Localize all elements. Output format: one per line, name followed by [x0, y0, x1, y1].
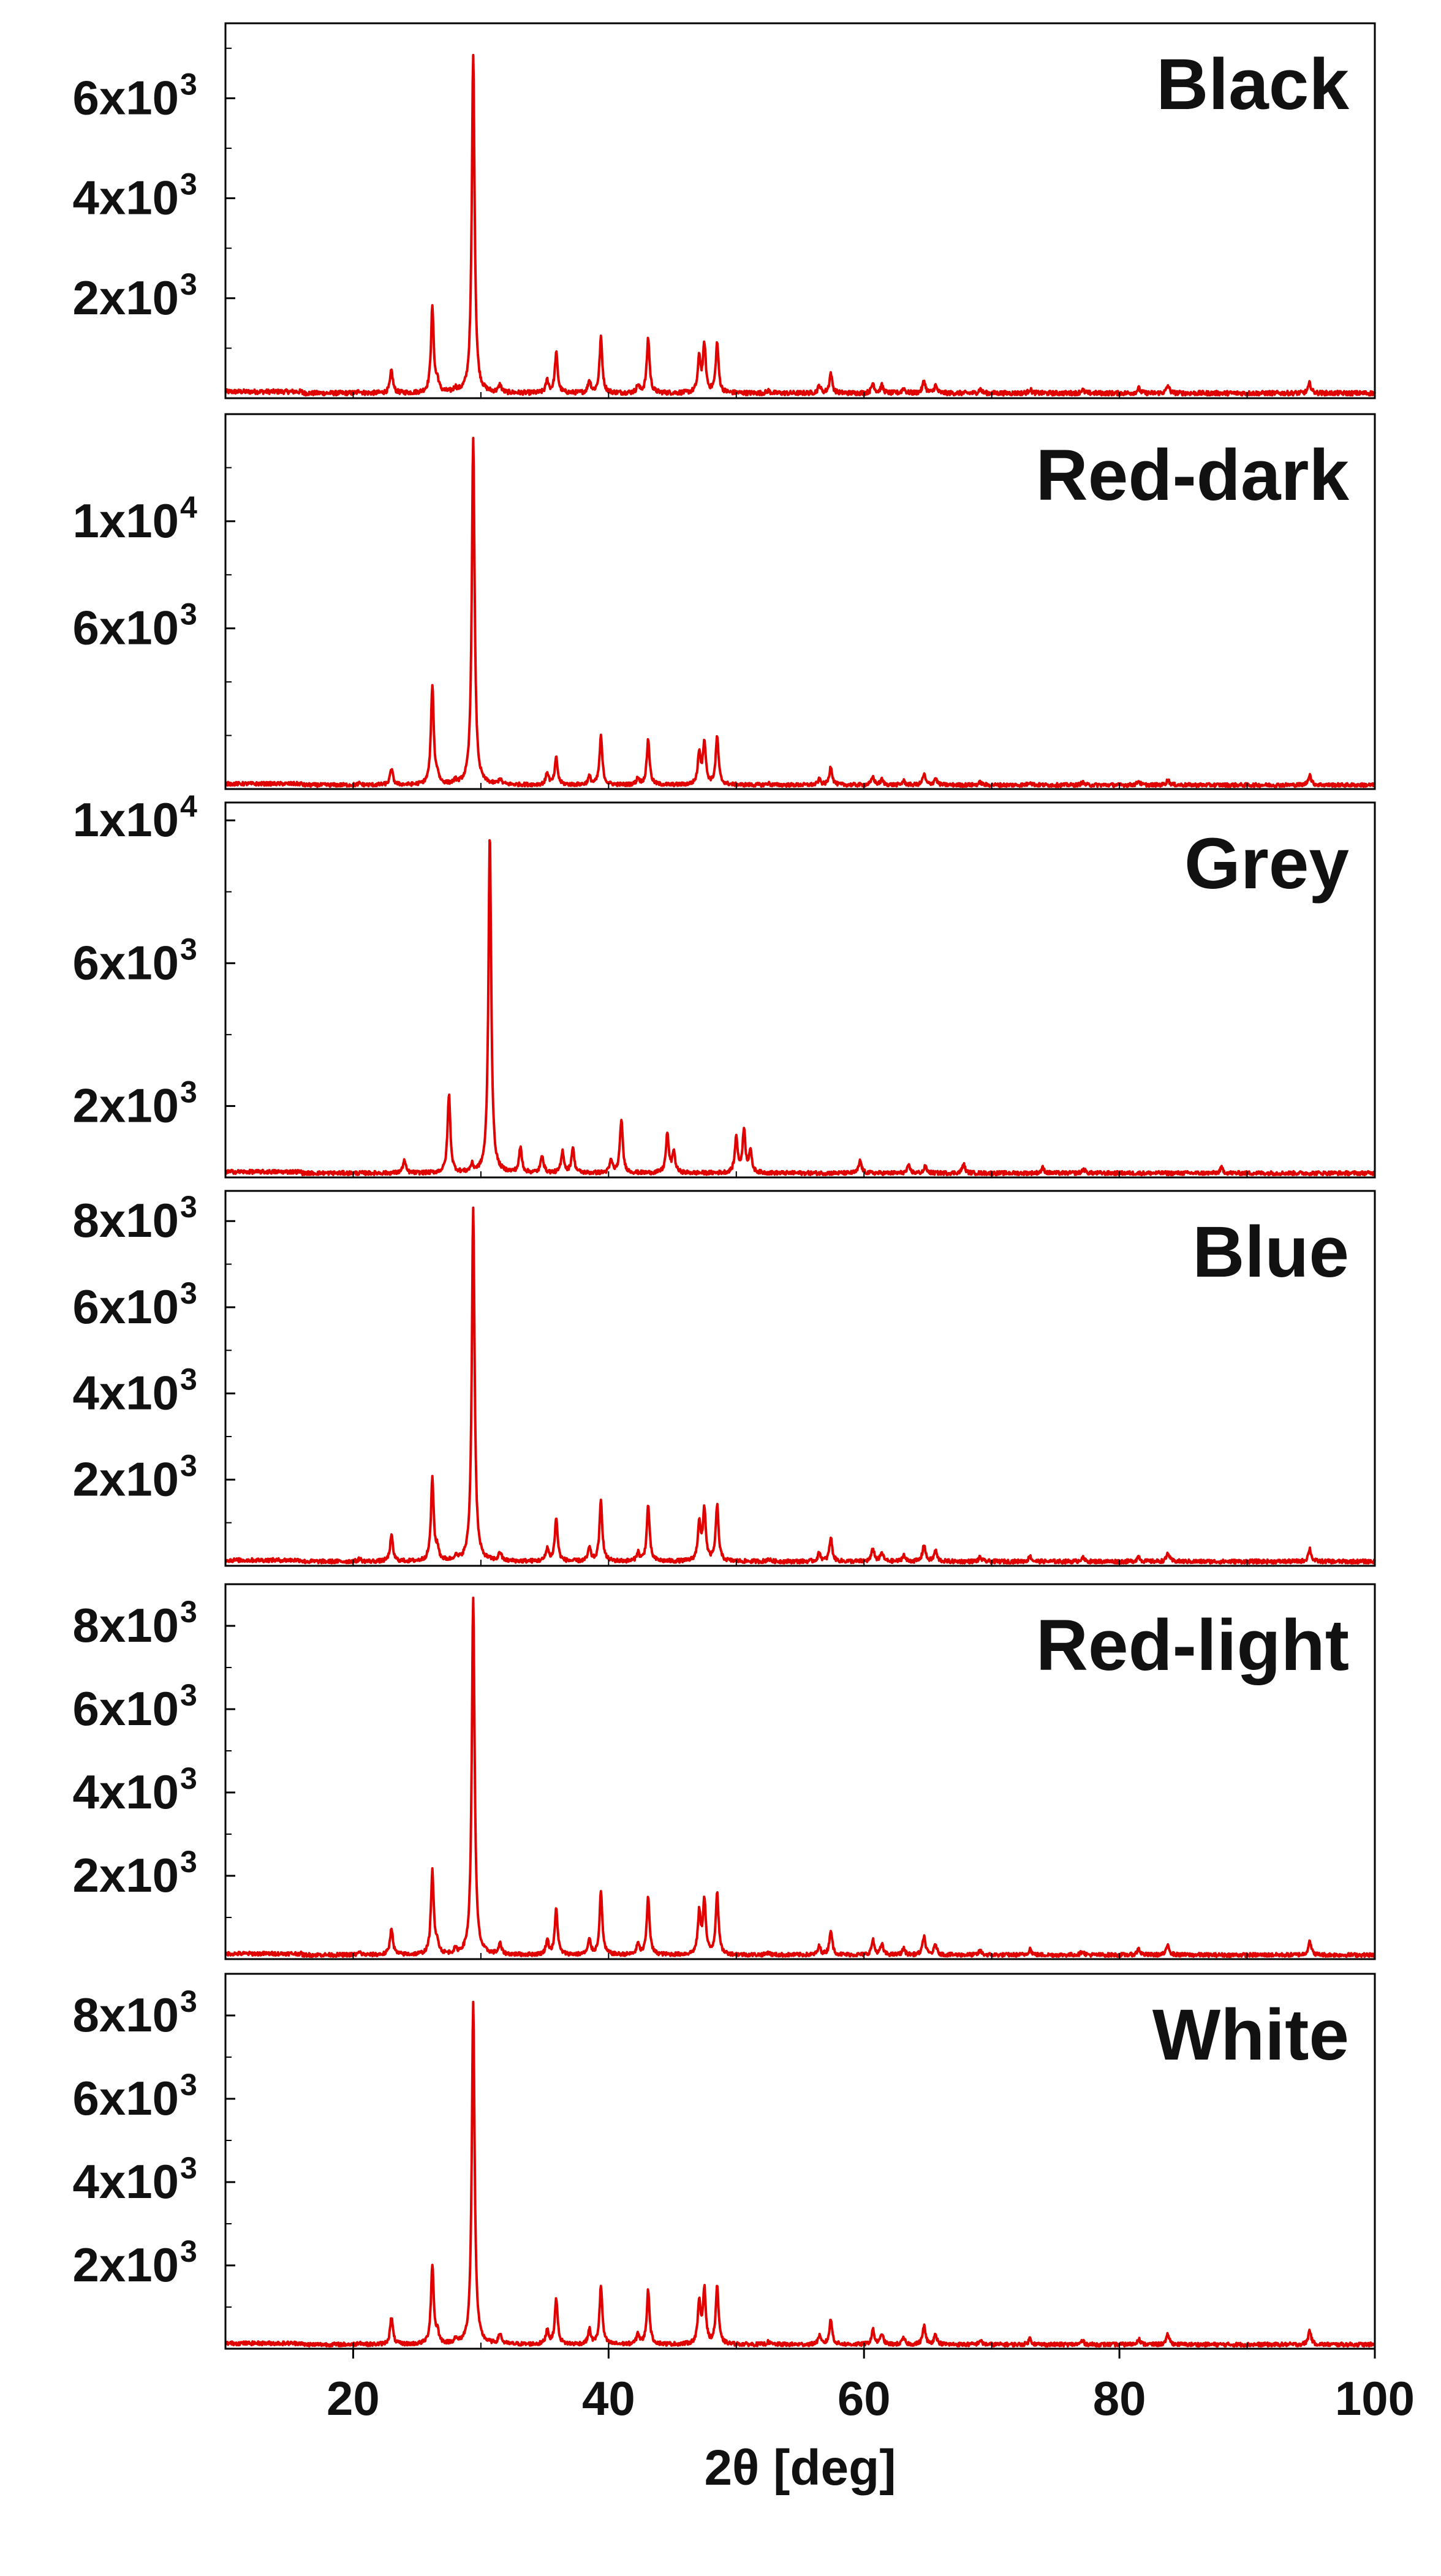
- y-tick-label: 6x10: [72, 935, 179, 989]
- y-tick-label: 8x10: [72, 1193, 179, 1247]
- y-tick-label: 4x10: [72, 2155, 179, 2208]
- y-tick-exponent: 3: [180, 1276, 197, 1310]
- y-tick-exponent: 3: [180, 267, 197, 301]
- y-tick-exponent: 4: [180, 789, 197, 823]
- y-tick-exponent: 3: [180, 1075, 197, 1109]
- y-tick-label: 6x10: [72, 1280, 179, 1334]
- series-trace-red-light: [224, 1596, 1376, 1958]
- y-tick-label: 6x10: [72, 1682, 179, 1736]
- y-tick-exponent: 3: [180, 2068, 197, 2102]
- panel-frame: [224, 22, 1376, 399]
- y-tick-label: 4x10: [72, 171, 179, 225]
- y-tick-label: 4x10: [72, 1366, 179, 1420]
- y-tick-exponent: 4: [180, 490, 197, 524]
- panel-red-dark: 6x10 3 1x10 4 Red-dark: [72, 413, 1376, 790]
- y-tick-exponent: 3: [180, 1845, 197, 1879]
- y-tick-exponent: 3: [180, 1362, 197, 1397]
- y-tick-label: 2x10: [72, 271, 179, 325]
- y-tick-label: 4x10: [72, 1765, 179, 1819]
- x-axis-title: 2θ [deg]: [704, 2440, 896, 2496]
- y-tick-label: 6x10: [72, 2071, 179, 2125]
- series-trace-red-dark: [224, 437, 1376, 788]
- y-tick-label: 8x10: [72, 1988, 179, 2042]
- y-tick-label: 6x10: [72, 70, 179, 124]
- y-tick-label: 1x10: [72, 494, 179, 548]
- panel-label: Blue: [1192, 1212, 1349, 1293]
- y-tick-exponent: 3: [180, 1448, 197, 1483]
- panel-frame: [224, 413, 1376, 790]
- y-tick-label: 1x10: [72, 793, 179, 847]
- panel-label: Red-dark: [1036, 435, 1350, 516]
- y-tick-exponent: 3: [180, 2234, 197, 2268]
- y-tick-label: 2x10: [72, 2238, 179, 2292]
- series-trace-grey: [224, 839, 1376, 1177]
- series-trace-blue: [224, 1206, 1376, 1565]
- series-trace-white: [224, 2001, 1376, 2348]
- panel-label: Black: [1156, 44, 1349, 125]
- y-tick-label: 2x10: [72, 1452, 179, 1506]
- y-tick-exponent: 3: [180, 1761, 197, 1796]
- panel-label: Red-light: [1036, 1605, 1349, 1686]
- x-tick-label: 80: [1093, 2371, 1146, 2425]
- y-tick-exponent: 3: [180, 1190, 197, 1224]
- y-tick-label: 6x10: [72, 601, 179, 655]
- x-tick-label: 40: [582, 2371, 635, 2425]
- y-tick-exponent: 3: [180, 1595, 197, 1629]
- y-tick-label: 8x10: [72, 1598, 179, 1652]
- y-tick-exponent: 3: [180, 67, 197, 101]
- x-tick-label: 100: [1335, 2371, 1415, 2425]
- panel-frame: [224, 1190, 1376, 1567]
- x-tick-label: 20: [327, 2371, 380, 2425]
- x-tick-label: 60: [838, 2371, 891, 2425]
- y-tick-exponent: 3: [180, 167, 197, 202]
- y-tick-exponent: 3: [180, 2151, 197, 2185]
- panel-frame: [224, 801, 1376, 1179]
- y-tick-label: 2x10: [72, 1848, 179, 1902]
- y-tick-exponent: 3: [180, 1678, 197, 1712]
- series-trace-black: [224, 53, 1376, 397]
- y-tick-label: 2x10: [72, 1078, 179, 1132]
- y-tick-exponent: 3: [180, 1984, 197, 2019]
- y-tick-exponent: 3: [180, 932, 197, 966]
- panel-frame: [224, 1583, 1376, 1960]
- y-tick-exponent: 3: [180, 597, 197, 632]
- panel-label: Grey: [1184, 823, 1349, 904]
- panel-frame: [224, 1973, 1376, 2350]
- panel-label: White: [1152, 1995, 1349, 2076]
